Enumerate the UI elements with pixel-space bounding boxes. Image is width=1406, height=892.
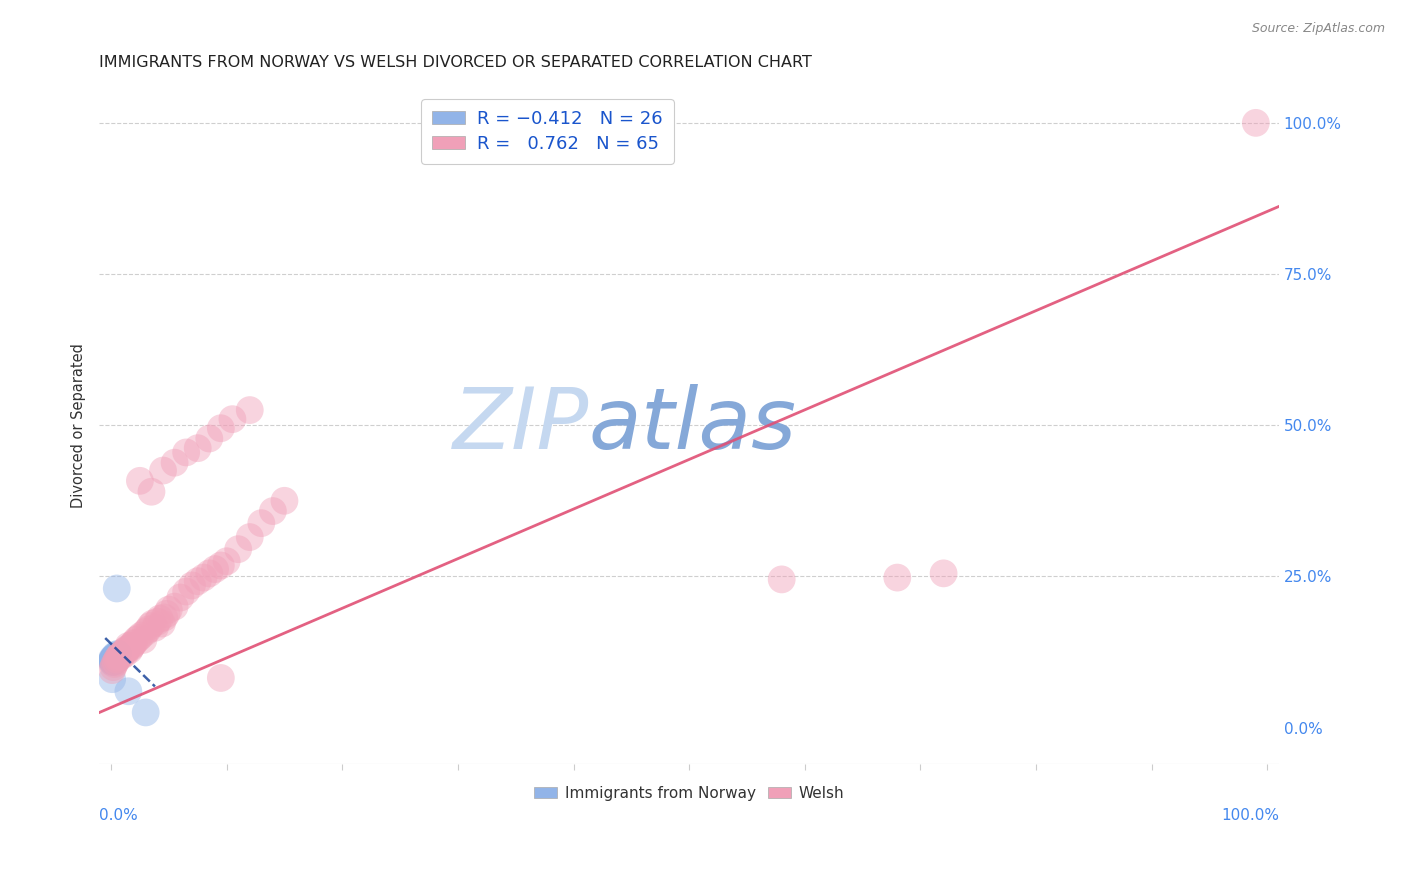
Point: [128, 631, 150, 645]
Point: [142, 616, 165, 631]
Point: [103, 660, 125, 674]
Point: [1244, 116, 1267, 130]
Point: [209, 558, 232, 573]
Point: [198, 566, 221, 581]
Point: [198, 432, 221, 446]
Point: [105, 648, 128, 663]
Point: [155, 607, 177, 621]
Point: [209, 421, 232, 435]
Text: Source: ZipAtlas.com: Source: ZipAtlas.com: [1251, 22, 1385, 36]
Point: [148, 612, 170, 626]
Point: [129, 474, 152, 488]
Point: [152, 464, 174, 478]
Point: [169, 591, 191, 605]
Point: [143, 621, 166, 635]
Point: [117, 639, 139, 653]
Point: [103, 653, 125, 667]
Point: [103, 657, 125, 671]
Point: [157, 602, 180, 616]
Point: [112, 645, 135, 659]
Point: [107, 647, 129, 661]
Point: [136, 623, 159, 637]
Point: [135, 706, 157, 720]
Text: 0.0%: 0.0%: [100, 808, 138, 822]
Point: [104, 650, 127, 665]
Point: [141, 484, 163, 499]
Point: [103, 655, 125, 669]
Point: [115, 643, 138, 657]
Point: [120, 640, 142, 655]
Point: [111, 647, 134, 661]
Point: [204, 562, 226, 576]
Point: [122, 636, 145, 650]
Point: [118, 643, 141, 657]
Point: [104, 648, 127, 662]
Point: [125, 632, 148, 647]
Point: [103, 652, 125, 666]
Point: [103, 653, 125, 667]
Point: [193, 571, 215, 585]
Point: [239, 403, 262, 417]
Point: [174, 584, 197, 599]
Point: [187, 574, 209, 589]
Point: [215, 554, 238, 568]
Point: [105, 582, 128, 596]
Legend: Immigrants from Norway, Welsh: Immigrants from Norway, Welsh: [529, 780, 851, 807]
Point: [101, 654, 124, 668]
Text: IMMIGRANTS FROM NORWAY VS WELSH DIVORCED OR SEPARATED CORRELATION CHART: IMMIGRANTS FROM NORWAY VS WELSH DIVORCED…: [100, 55, 813, 70]
Point: [174, 445, 197, 459]
Point: [239, 530, 262, 544]
Point: [101, 653, 124, 667]
Point: [110, 649, 132, 664]
Point: [139, 619, 162, 633]
Point: [250, 516, 273, 531]
Point: [163, 599, 186, 614]
Point: [209, 671, 232, 685]
Point: [104, 655, 127, 669]
Point: [101, 672, 124, 686]
Point: [262, 504, 284, 518]
Point: [110, 648, 132, 662]
Point: [132, 632, 155, 647]
Point: [932, 566, 955, 581]
Point: [103, 653, 125, 667]
Point: [121, 639, 143, 653]
Point: [187, 441, 209, 455]
Point: [886, 571, 908, 585]
Point: [181, 578, 204, 592]
Point: [108, 649, 131, 664]
Point: [101, 655, 124, 669]
Point: [122, 637, 145, 651]
Point: [221, 412, 243, 426]
Point: [163, 456, 186, 470]
Point: [105, 653, 128, 667]
Point: [153, 610, 176, 624]
Point: [135, 625, 157, 640]
Point: [101, 663, 124, 677]
Text: 100.0%: 100.0%: [1220, 808, 1279, 822]
Text: ZIP: ZIP: [453, 384, 589, 467]
Point: [273, 493, 295, 508]
Point: [103, 652, 125, 666]
Point: [101, 651, 124, 665]
Point: [101, 653, 124, 667]
Point: [226, 542, 249, 557]
Point: [129, 629, 152, 643]
Point: [114, 647, 136, 661]
Point: [103, 649, 125, 664]
Point: [117, 684, 139, 698]
Point: [770, 573, 793, 587]
Point: [146, 615, 169, 629]
Point: [150, 616, 173, 631]
Point: [104, 649, 127, 664]
Point: [103, 650, 125, 665]
Point: [103, 654, 125, 668]
Point: [103, 651, 125, 665]
Point: [115, 642, 138, 657]
Text: atlas: atlas: [589, 384, 797, 467]
Point: [103, 655, 125, 669]
Point: [103, 654, 125, 668]
Y-axis label: Divorced or Separated: Divorced or Separated: [72, 343, 86, 508]
Point: [107, 651, 129, 665]
